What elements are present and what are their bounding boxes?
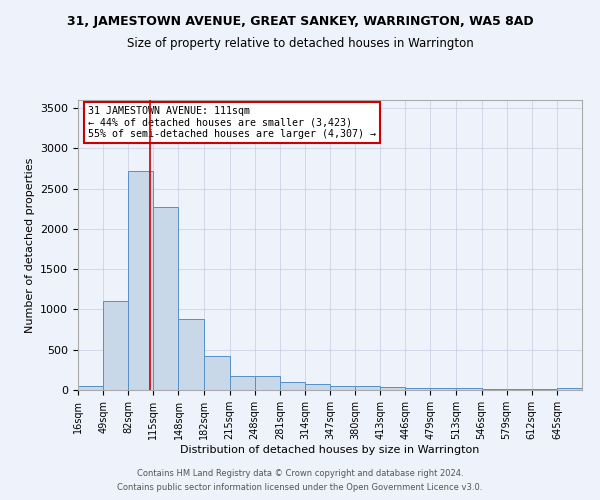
Bar [406, 388, 430, 390]
Bar [430, 388, 457, 390]
Bar [355, 386, 380, 390]
X-axis label: Distribution of detached houses by size in Warrington: Distribution of detached houses by size … [181, 444, 479, 454]
Text: Size of property relative to detached houses in Warrington: Size of property relative to detached ho… [127, 38, 473, 51]
Bar [330, 386, 355, 390]
Bar [230, 376, 254, 390]
Bar [532, 389, 557, 390]
Text: Contains public sector information licensed under the Open Government Licence v3: Contains public sector information licen… [118, 484, 482, 492]
Bar [380, 387, 406, 390]
Text: 31 JAMESTOWN AVENUE: 111sqm
← 44% of detached houses are smaller (3,423)
55% of : 31 JAMESTOWN AVENUE: 111sqm ← 44% of det… [88, 106, 376, 139]
Bar [557, 388, 582, 390]
Text: Contains HM Land Registry data © Crown copyright and database right 2024.: Contains HM Land Registry data © Crown c… [137, 468, 463, 477]
Bar [78, 386, 103, 390]
Y-axis label: Number of detached properties: Number of detached properties [25, 158, 35, 332]
Bar [254, 376, 280, 390]
Bar [280, 382, 305, 390]
Bar [103, 302, 128, 390]
Bar [128, 171, 154, 390]
Bar [154, 207, 178, 390]
Bar [457, 388, 482, 390]
Bar [178, 319, 205, 390]
Bar [506, 389, 532, 390]
Text: 31, JAMESTOWN AVENUE, GREAT SANKEY, WARRINGTON, WA5 8AD: 31, JAMESTOWN AVENUE, GREAT SANKEY, WARR… [67, 15, 533, 28]
Bar [305, 384, 330, 390]
Bar [482, 389, 506, 390]
Bar [205, 356, 230, 390]
